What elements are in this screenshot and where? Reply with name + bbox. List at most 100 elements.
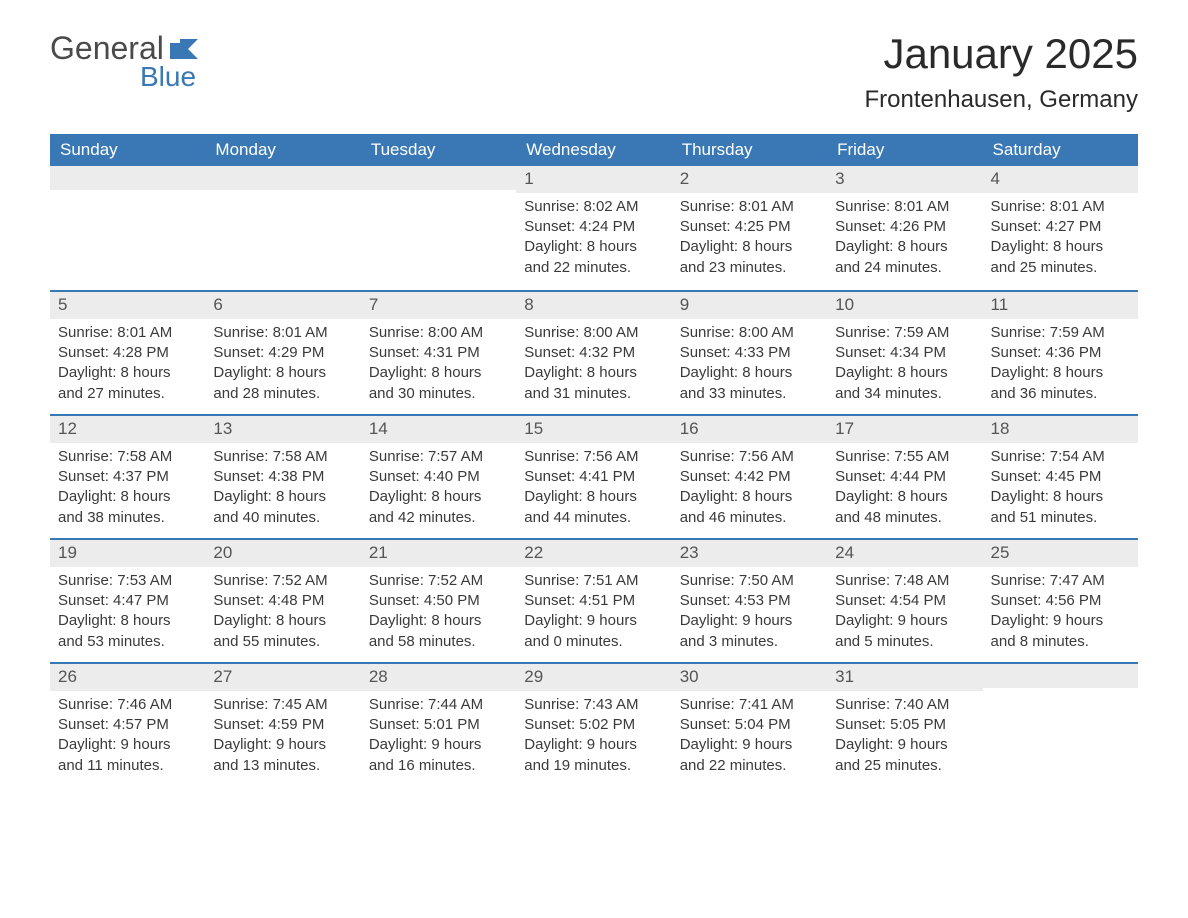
day-number: 23 <box>672 540 827 567</box>
daylight-label: Daylight: 9 hours and 0 minutes. <box>524 611 663 652</box>
sunrise-label: Sunrise: 8:01 AM <box>58 323 197 343</box>
sunrise-label: Sunrise: 7:58 AM <box>213 447 352 467</box>
daylight-label: Daylight: 8 hours and 23 minutes. <box>680 237 819 278</box>
daylight-label: Daylight: 8 hours and 22 minutes. <box>524 237 663 278</box>
day-number: 5 <box>50 292 205 319</box>
day-details: Sunrise: 8:01 AMSunset: 4:29 PMDaylight:… <box>205 319 360 414</box>
day-header: Friday <box>827 134 982 166</box>
day-details: Sunrise: 8:01 AMSunset: 4:26 PMDaylight:… <box>827 193 982 288</box>
calendar-cell: 19Sunrise: 7:53 AMSunset: 4:47 PMDayligh… <box>50 540 205 662</box>
sunrise-label: Sunrise: 8:01 AM <box>680 197 819 217</box>
sunset-label: Sunset: 4:33 PM <box>680 343 819 363</box>
day-number: 22 <box>516 540 671 567</box>
daylight-label: Daylight: 8 hours and 24 minutes. <box>835 237 974 278</box>
sunrise-label: Sunrise: 8:00 AM <box>680 323 819 343</box>
sunrise-label: Sunrise: 7:44 AM <box>369 695 508 715</box>
sunset-label: Sunset: 4:26 PM <box>835 217 974 237</box>
daylight-label: Daylight: 9 hours and 5 minutes. <box>835 611 974 652</box>
sunrise-label: Sunrise: 8:00 AM <box>524 323 663 343</box>
day-details: Sunrise: 7:58 AMSunset: 4:38 PMDaylight:… <box>205 443 360 538</box>
daylight-label: Daylight: 9 hours and 13 minutes. <box>213 735 352 776</box>
calendar-cell: 25Sunrise: 7:47 AMSunset: 4:56 PMDayligh… <box>983 540 1138 662</box>
day-details: Sunrise: 7:43 AMSunset: 5:02 PMDaylight:… <box>516 691 671 786</box>
day-number: 9 <box>672 292 827 319</box>
calendar-cell: 26Sunrise: 7:46 AMSunset: 4:57 PMDayligh… <box>50 664 205 786</box>
day-details: Sunrise: 7:48 AMSunset: 4:54 PMDaylight:… <box>827 567 982 662</box>
sunset-label: Sunset: 5:05 PM <box>835 715 974 735</box>
calendar-cell: 12Sunrise: 7:58 AMSunset: 4:37 PMDayligh… <box>50 416 205 538</box>
day-number: 13 <box>205 416 360 443</box>
day-header: Saturday <box>983 134 1138 166</box>
calendar-cell: 21Sunrise: 7:52 AMSunset: 4:50 PMDayligh… <box>361 540 516 662</box>
calendar-cell: 20Sunrise: 7:52 AMSunset: 4:48 PMDayligh… <box>205 540 360 662</box>
sunset-label: Sunset: 4:34 PM <box>835 343 974 363</box>
day-number: 7 <box>361 292 516 319</box>
daylight-label: Daylight: 8 hours and 48 minutes. <box>835 487 974 528</box>
day-number: 17 <box>827 416 982 443</box>
calendar-cell: 30Sunrise: 7:41 AMSunset: 5:04 PMDayligh… <box>672 664 827 786</box>
daylight-label: Daylight: 8 hours and 55 minutes. <box>213 611 352 652</box>
sunset-label: Sunset: 4:29 PM <box>213 343 352 363</box>
location-label: Frontenhausen, Germany <box>865 86 1138 114</box>
daylight-label: Daylight: 8 hours and 36 minutes. <box>991 363 1130 404</box>
sunset-label: Sunset: 4:28 PM <box>58 343 197 363</box>
sunrise-label: Sunrise: 7:58 AM <box>58 447 197 467</box>
day-number: 4 <box>983 166 1138 193</box>
day-header: Thursday <box>672 134 827 166</box>
sunset-label: Sunset: 4:59 PM <box>213 715 352 735</box>
day-number: 2 <box>672 166 827 193</box>
day-details: Sunrise: 7:53 AMSunset: 4:47 PMDaylight:… <box>50 567 205 662</box>
sunset-label: Sunset: 4:54 PM <box>835 591 974 611</box>
calendar-cell: 6Sunrise: 8:01 AMSunset: 4:29 PMDaylight… <box>205 292 360 414</box>
calendar-week: 1Sunrise: 8:02 AMSunset: 4:24 PMDaylight… <box>50 166 1138 290</box>
sunset-label: Sunset: 4:57 PM <box>58 715 197 735</box>
day-details: Sunrise: 8:00 AMSunset: 4:33 PMDaylight:… <box>672 319 827 414</box>
calendar-cell <box>361 166 516 290</box>
sunset-label: Sunset: 4:56 PM <box>991 591 1130 611</box>
day-details: Sunrise: 8:01 AMSunset: 4:28 PMDaylight:… <box>50 319 205 414</box>
day-number: 11 <box>983 292 1138 319</box>
day-details: Sunrise: 7:57 AMSunset: 4:40 PMDaylight:… <box>361 443 516 538</box>
sunset-label: Sunset: 5:02 PM <box>524 715 663 735</box>
sunset-label: Sunset: 4:36 PM <box>991 343 1130 363</box>
calendar-cell: 7Sunrise: 8:00 AMSunset: 4:31 PMDaylight… <box>361 292 516 414</box>
day-details: Sunrise: 7:44 AMSunset: 5:01 PMDaylight:… <box>361 691 516 786</box>
day-number: 12 <box>50 416 205 443</box>
sunset-label: Sunset: 4:44 PM <box>835 467 974 487</box>
calendar-cell: 5Sunrise: 8:01 AMSunset: 4:28 PMDaylight… <box>50 292 205 414</box>
day-details: Sunrise: 7:55 AMSunset: 4:44 PMDaylight:… <box>827 443 982 538</box>
calendar-week: 12Sunrise: 7:58 AMSunset: 4:37 PMDayligh… <box>50 414 1138 538</box>
day-number: 8 <box>516 292 671 319</box>
day-header: Monday <box>205 134 360 166</box>
daylight-label: Daylight: 8 hours and 38 minutes. <box>58 487 197 528</box>
day-details: Sunrise: 7:56 AMSunset: 4:42 PMDaylight:… <box>672 443 827 538</box>
sunrise-label: Sunrise: 7:59 AM <box>991 323 1130 343</box>
sunrise-label: Sunrise: 7:51 AM <box>524 571 663 591</box>
daylight-label: Daylight: 8 hours and 30 minutes. <box>369 363 508 404</box>
calendar-week: 26Sunrise: 7:46 AMSunset: 4:57 PMDayligh… <box>50 662 1138 786</box>
daylight-label: Daylight: 8 hours and 42 minutes. <box>369 487 508 528</box>
day-header: Sunday <box>50 134 205 166</box>
calendar-cell: 11 Sunrise: 7:59 AMSunset: 4:36 PMDayligh… <box>983 292 1138 414</box>
day-number <box>983 664 1138 688</box>
sunset-label: Sunset: 4:40 PM <box>369 467 508 487</box>
sunrise-label: Sunrise: 8:02 AM <box>524 197 663 217</box>
day-number: 30 <box>672 664 827 691</box>
sunset-label: Sunset: 4:27 PM <box>991 217 1130 237</box>
calendar-cell: 15Sunrise: 7:56 AMSunset: 4:41 PMDayligh… <box>516 416 671 538</box>
calendar: Sunday Monday Tuesday Wednesday Thursday… <box>50 134 1138 786</box>
day-details: Sunrise: 7:45 AMSunset: 4:59 PMDaylight:… <box>205 691 360 786</box>
sunrise-label: Sunrise: 8:01 AM <box>213 323 352 343</box>
sunrise-label: Sunrise: 7:43 AM <box>524 695 663 715</box>
sunrise-label: Sunrise: 7:47 AM <box>991 571 1130 591</box>
daylight-label: Daylight: 9 hours and 25 minutes. <box>835 735 974 776</box>
sunset-label: Sunset: 4:24 PM <box>524 217 663 237</box>
day-details: Sunrise: 7:51 AMSunset: 4:51 PMDaylight:… <box>516 567 671 662</box>
sunset-label: Sunset: 4:32 PM <box>524 343 663 363</box>
day-details: Sunrise: 7:56 AMSunset: 4:41 PMDaylight:… <box>516 443 671 538</box>
day-number: 26 <box>50 664 205 691</box>
calendar-week: 5Sunrise: 8:01 AMSunset: 4:28 PMDaylight… <box>50 290 1138 414</box>
day-number: 27 <box>205 664 360 691</box>
day-number: 25 <box>983 540 1138 567</box>
sunrise-label: Sunrise: 7:48 AM <box>835 571 974 591</box>
